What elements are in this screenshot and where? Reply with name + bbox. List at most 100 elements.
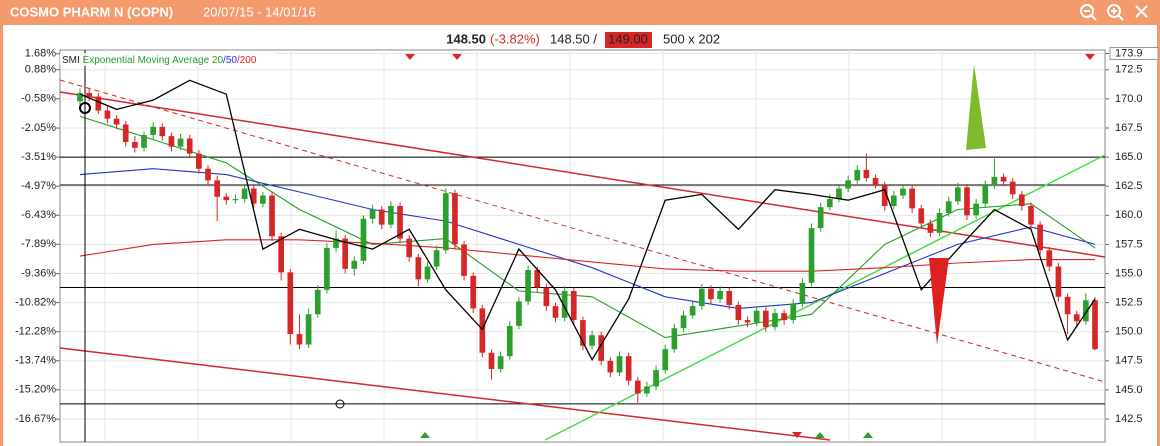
candle-body xyxy=(397,206,403,239)
event-marker xyxy=(792,432,802,438)
candle-body xyxy=(250,188,257,204)
y-tick-label: 150.0 xyxy=(1115,326,1143,338)
candle-body xyxy=(196,153,202,169)
candle-body xyxy=(150,126,156,135)
candle-body xyxy=(342,238,349,269)
candle-body xyxy=(260,195,266,204)
candle-body xyxy=(104,110,111,119)
price-change: (-3.82%) xyxy=(490,31,540,46)
candle-body xyxy=(552,306,559,318)
candle-body xyxy=(479,308,486,353)
legend-entry: Exponential Moving Average xyxy=(83,55,210,66)
candle-body xyxy=(1073,314,1080,322)
candle-body xyxy=(1028,206,1034,225)
last-price: 148.50 xyxy=(446,31,486,46)
y-tick-label: 172.5 xyxy=(1115,64,1143,76)
candle-body xyxy=(598,335,605,361)
candle-body xyxy=(735,304,742,321)
candle-body xyxy=(589,335,595,346)
candle-body xyxy=(753,310,760,323)
y2-tick-label: 0.88% xyxy=(25,64,56,76)
buy-signal xyxy=(966,64,986,150)
candle-body xyxy=(1092,300,1098,350)
plot-frame xyxy=(59,49,1106,443)
y2-tick-label: -0.58% xyxy=(21,93,56,105)
y-tick-label: 152.5 xyxy=(1115,297,1143,309)
y2-tick-label: -16.67% xyxy=(15,413,56,425)
candle-body xyxy=(186,138,193,154)
signals xyxy=(79,50,1095,442)
zoom-in-button[interactable] xyxy=(1107,4,1124,21)
candle-body xyxy=(232,199,239,201)
chart-title: COSMO PHARM N (COPN) xyxy=(10,4,173,19)
candle-body xyxy=(561,290,568,318)
candle-body xyxy=(168,136,175,147)
candle-body xyxy=(1064,296,1071,315)
candle-body xyxy=(772,313,778,328)
indicator-line xyxy=(79,115,1096,339)
cursor-marker xyxy=(335,399,345,409)
y-tick-label: 173.9 xyxy=(1115,47,1143,59)
y2-tick-label: -3.51% xyxy=(21,151,56,163)
y-tick-label: 162.5 xyxy=(1115,180,1143,192)
candle-body xyxy=(817,207,824,229)
legend-entry: / xyxy=(223,55,226,66)
candle-body xyxy=(77,93,83,102)
candle-body xyxy=(726,290,733,305)
candle-body xyxy=(616,356,623,373)
candle-body xyxy=(360,218,367,261)
candle-body xyxy=(634,380,641,394)
candle-body xyxy=(945,201,952,213)
legend-entry: SMI xyxy=(62,55,80,66)
y2-tick-label: -6.43% xyxy=(21,209,56,221)
close-button[interactable] xyxy=(1135,5,1148,18)
candle-body xyxy=(982,185,989,204)
candle-body xyxy=(708,288,714,300)
candle-body xyxy=(836,188,842,200)
date-range: 20/07/15 - 14/01/16 xyxy=(203,4,316,19)
y-tick-label: 155.0 xyxy=(1115,267,1143,279)
candle-body xyxy=(452,193,458,245)
y2-tick-label: 1.68% xyxy=(25,48,56,60)
candle-body xyxy=(378,209,385,225)
candle-body xyxy=(580,320,586,346)
candle-body xyxy=(1037,224,1043,251)
legend-entry: 200 xyxy=(240,55,257,66)
candle-body xyxy=(214,180,220,197)
candle-body xyxy=(534,270,541,288)
event-marker xyxy=(863,432,873,438)
candle-body xyxy=(1019,194,1025,206)
y-tick-box xyxy=(1109,46,1159,60)
candle-body xyxy=(991,176,998,186)
title-bar xyxy=(0,0,1160,25)
candle-body xyxy=(369,209,376,219)
event-marker xyxy=(405,54,415,60)
candle-body xyxy=(781,313,787,321)
candle-body xyxy=(86,93,92,97)
event-marker xyxy=(452,54,462,60)
marks xyxy=(77,79,1098,403)
y2-tick-label: -13.74% xyxy=(15,355,56,367)
candle-body xyxy=(141,134,147,148)
order-size: 500 x 202 xyxy=(663,31,720,46)
candle-body xyxy=(973,203,979,216)
candle-body xyxy=(525,270,531,302)
candle-body xyxy=(1000,176,1007,182)
candle-body xyxy=(826,199,833,208)
candle-body xyxy=(516,301,522,326)
candle-body xyxy=(132,141,138,148)
candle-body xyxy=(964,187,970,216)
candle-body xyxy=(762,310,769,328)
candle-body xyxy=(1083,300,1089,322)
candle-body xyxy=(890,195,897,206)
candle-body xyxy=(1055,266,1062,297)
sell-signal xyxy=(929,258,949,345)
y-tick-label: 145.0 xyxy=(1115,384,1143,396)
zoom-out-button[interactable] xyxy=(1080,4,1097,21)
candle-body xyxy=(845,180,851,189)
candle-body xyxy=(872,178,879,186)
candle-body xyxy=(122,124,129,142)
window-border xyxy=(1157,25,1160,446)
